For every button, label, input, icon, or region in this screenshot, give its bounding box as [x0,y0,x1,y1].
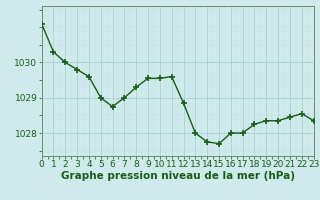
X-axis label: Graphe pression niveau de la mer (hPa): Graphe pression niveau de la mer (hPa) [60,171,295,181]
